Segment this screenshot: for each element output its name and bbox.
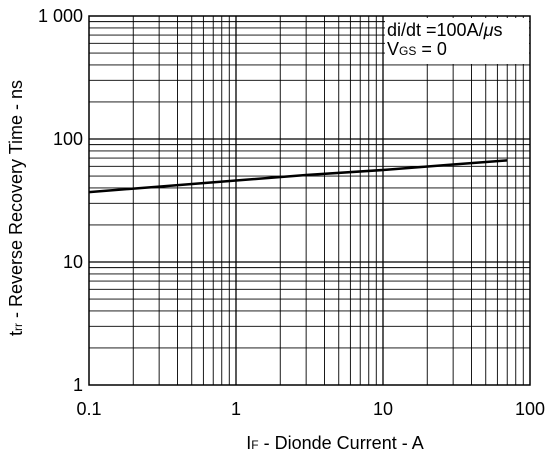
annotation-vgs: VGS = 0	[387, 39, 447, 59]
y-tick-label: 1	[73, 375, 83, 395]
annotation-box	[385, 18, 529, 64]
annotation-didt: di/dt =100A/μs	[387, 20, 502, 40]
plot-frame	[88, 15, 531, 386]
y-tick-label: 100	[53, 129, 83, 149]
x-tick-labels: 0.1 1 10 100	[76, 399, 545, 419]
x-tick-label: 10	[373, 399, 393, 419]
x-tick-label: 1	[231, 399, 241, 419]
y-tick-labels: 1 10 100 1 000	[38, 6, 83, 395]
trr-series-line	[88, 159, 508, 194]
x-tick-label: 100	[515, 399, 545, 419]
x-tick-label: 0.1	[76, 399, 101, 419]
y-tick-label: 1 000	[38, 6, 83, 26]
plot-border	[88, 15, 531, 386]
y-axis-label: trr - Reverse Recovery Time - ns	[6, 80, 26, 336]
y-tick-label: 10	[63, 252, 83, 272]
grid	[89, 16, 530, 385]
series-layer	[88, 159, 508, 194]
x-axis-label: IF - Dionde Current - A	[246, 433, 423, 453]
